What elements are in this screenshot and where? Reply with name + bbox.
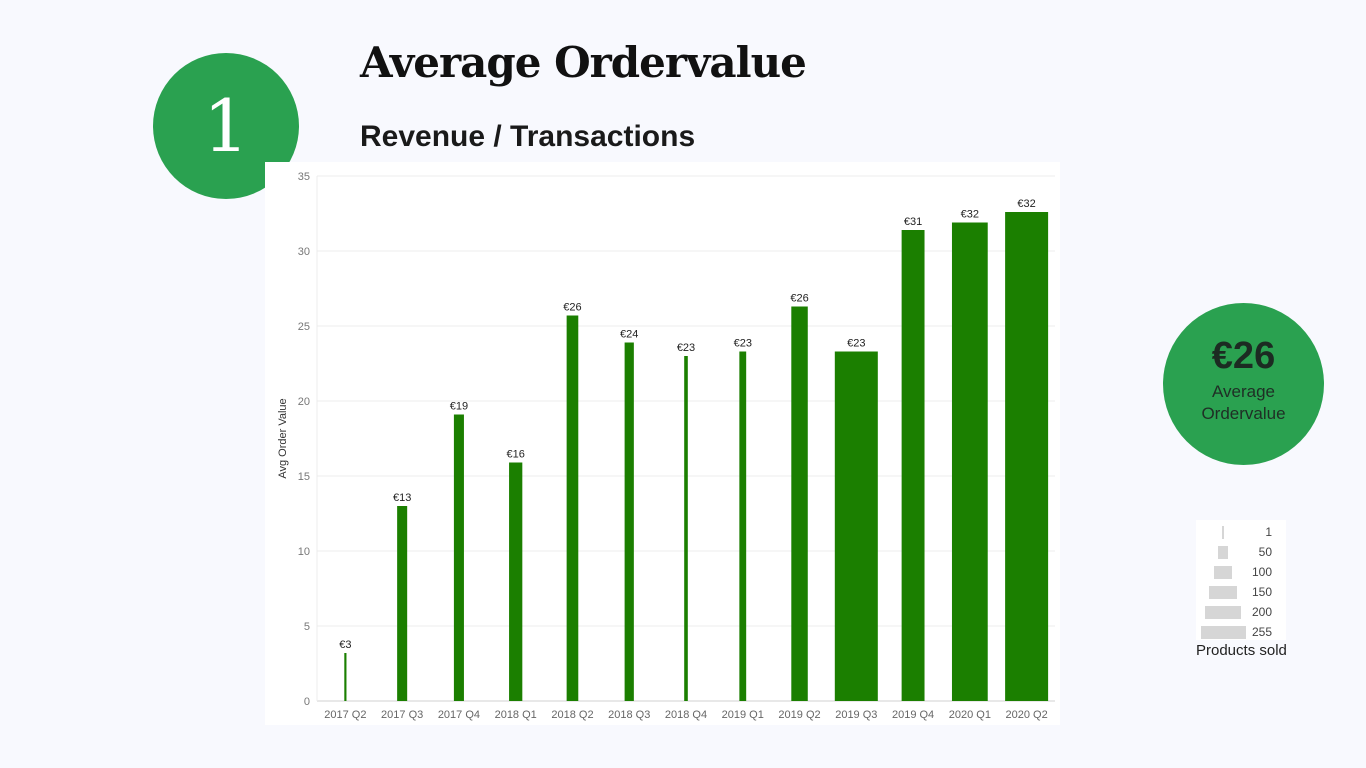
size-legend-bar (1200, 626, 1246, 639)
y-tick-label: 30 (298, 246, 310, 258)
bar-2019-q4 (901, 230, 925, 701)
bar-2019-q1 (739, 351, 747, 701)
bar-2018-q4 (684, 356, 688, 701)
bar-2020-q2 (1005, 212, 1049, 701)
size-legend-row: 150 (1196, 584, 1286, 600)
step-number-badge: 1 (153, 53, 299, 199)
size-legend-value: 200 (1251, 605, 1272, 619)
size-legend-bar (1209, 586, 1237, 599)
data-label: €16 (507, 449, 525, 461)
size-legend-bar (1217, 546, 1229, 559)
x-tick-label: 2019 Q1 (722, 709, 764, 721)
data-label: €23 (847, 338, 865, 350)
y-tick-label: 10 (298, 546, 310, 558)
bar-chart: 0 5 10 15 20 25 30 35 Avg Order Value €3 2017 Q2 €1… (277, 171, 1055, 721)
data-label: €26 (790, 293, 808, 305)
bar-2020-q1 (951, 222, 988, 701)
x-tick-label: 2019 Q2 (778, 709, 820, 721)
bar-2019-q2 (791, 306, 808, 701)
data-label: €23 (734, 338, 752, 350)
y-tick-label: 0 (304, 696, 310, 708)
y-tick-label: 15 (298, 471, 310, 483)
kpi-value: €26 (1211, 335, 1276, 377)
bar-2017-q4 (453, 414, 464, 701)
x-tick-label: 2017 Q2 (324, 709, 366, 721)
x-tick-label: 2020 Q1 (949, 709, 991, 721)
page-subtitle: Revenue / Transactions (360, 120, 696, 153)
bar-2017-q3 (397, 506, 408, 701)
bar-chart-card: 0 5 10 15 20 25 30 35 Avg Order Value €3 2017 Q2 €1… (265, 162, 1060, 725)
x-tick-label: 2018 Q2 (551, 709, 593, 721)
bar-2019-q3 (834, 351, 878, 701)
x-tick-label: 2020 Q2 (1006, 709, 1048, 721)
bar-2018-q2 (566, 315, 579, 701)
size-legend-value: 50 (1258, 545, 1272, 559)
size-legend-row: 255 (1196, 624, 1286, 640)
x-tick-label: 2017 Q4 (438, 709, 480, 721)
y-tick-label: 20 (298, 396, 310, 408)
data-label: €32 (961, 209, 979, 221)
data-label: €26 (563, 302, 581, 314)
size-legend-row: 50 (1196, 544, 1286, 560)
data-label: €19 (450, 401, 468, 413)
size-legend: 1 50 100 150 200 255 (1196, 520, 1286, 640)
size-legend-title: Products sold (1196, 642, 1287, 659)
kpi-label: Average Ordervalue (1201, 382, 1286, 423)
size-legend-value: 100 (1251, 565, 1272, 579)
size-legend-bar (1213, 566, 1233, 579)
y-axis-label: Avg Order Value (277, 398, 289, 478)
data-label: €31 (904, 216, 922, 228)
step-number: 1 (203, 84, 249, 168)
size-legend-row: 200 (1196, 604, 1286, 620)
data-label: €24 (620, 329, 638, 341)
size-legend-row: 1 (1196, 524, 1286, 540)
y-tick-label: 25 (298, 321, 310, 333)
size-legend-bar (1205, 606, 1241, 619)
data-label: €32 (1017, 198, 1035, 210)
x-tick-label: 2019 Q4 (892, 709, 934, 721)
bar-2018-q1 (509, 462, 523, 701)
page-title: Average Ordervalue (360, 38, 807, 87)
bar-2017-q2 (344, 653, 347, 701)
data-label: €3 (339, 639, 351, 651)
x-tick-label: 2017 Q3 (381, 709, 423, 721)
kpi-average-ordervalue: €26 Average Ordervalue (1163, 303, 1324, 465)
x-tick-label: 2018 Q4 (665, 709, 707, 721)
data-label: €23 (677, 342, 695, 354)
x-tick-label: 2018 Q3 (608, 709, 650, 721)
size-legend-row: 100 (1196, 564, 1286, 580)
x-tick-label: 2019 Q3 (835, 709, 877, 721)
bar-2018-q3 (624, 342, 634, 701)
data-label: €13 (393, 492, 411, 504)
y-tick-label: 5 (304, 621, 310, 633)
size-legend-value: 1 (1265, 525, 1272, 539)
x-tick-label: 2018 Q1 (495, 709, 537, 721)
y-tick-label: 35 (298, 171, 310, 183)
size-legend-bar (1221, 526, 1225, 539)
size-legend-value: 255 (1251, 625, 1272, 639)
size-legend-value: 150 (1251, 585, 1272, 599)
